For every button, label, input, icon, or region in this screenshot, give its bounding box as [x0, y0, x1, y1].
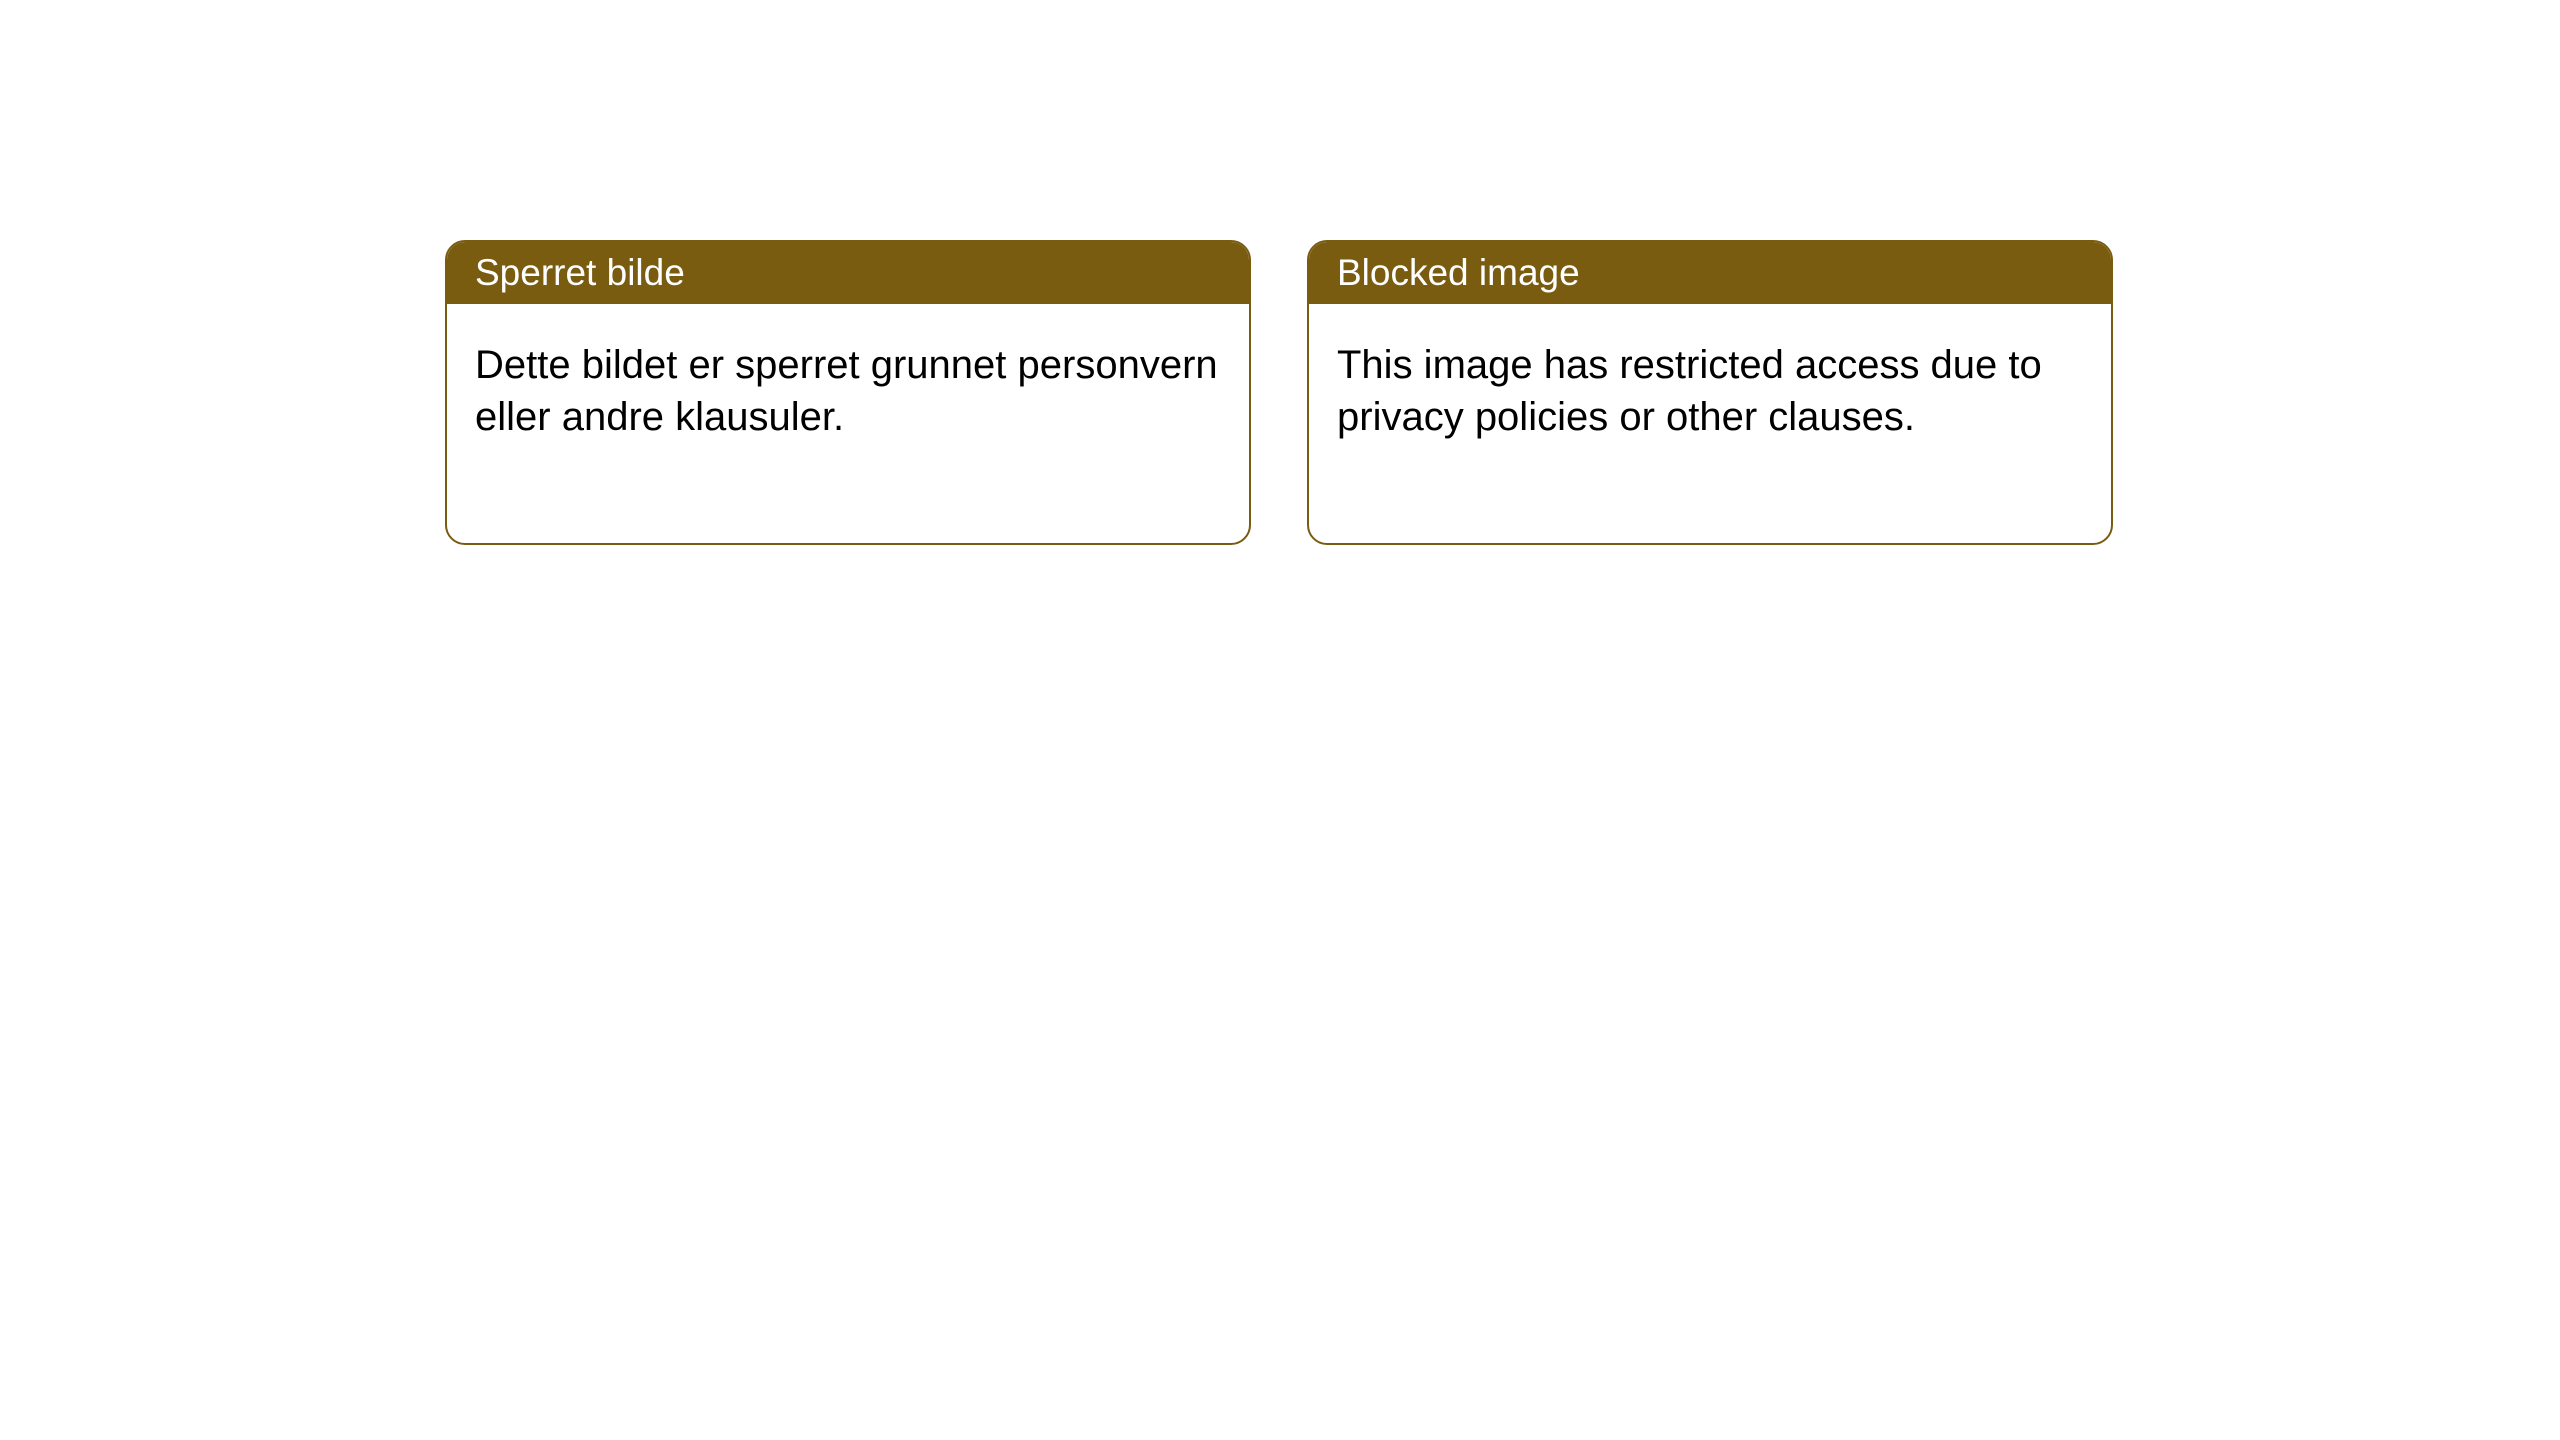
notice-body-text: Dette bildet er sperret grunnet personve… [475, 343, 1218, 439]
notice-body: Dette bildet er sperret grunnet personve… [447, 304, 1249, 543]
notice-box-english: Blocked image This image has restricted … [1307, 240, 2113, 545]
notice-title: Blocked image [1337, 252, 1580, 293]
notice-header: Blocked image [1309, 242, 2111, 304]
notice-body: This image has restricted access due to … [1309, 304, 2111, 543]
notice-container: Sperret bilde Dette bildet er sperret gr… [0, 0, 2560, 545]
notice-title: Sperret bilde [475, 252, 685, 293]
notice-header: Sperret bilde [447, 242, 1249, 304]
notice-box-norwegian: Sperret bilde Dette bildet er sperret gr… [445, 240, 1251, 545]
notice-body-text: This image has restricted access due to … [1337, 343, 2042, 439]
